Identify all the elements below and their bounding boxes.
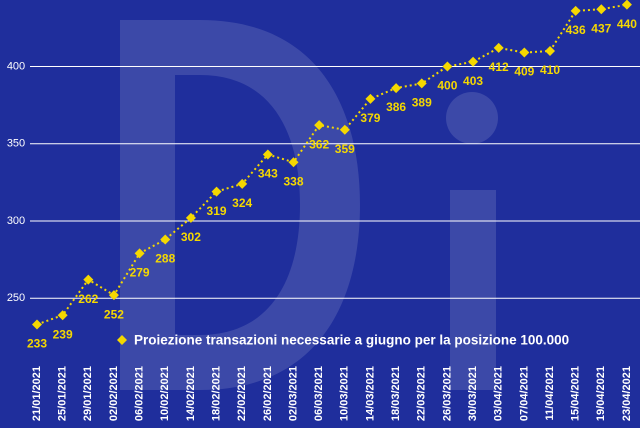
marker <box>314 120 325 131</box>
marker <box>185 212 196 223</box>
marker <box>262 149 273 160</box>
x-tick-label: 10/02/2021 <box>159 366 171 421</box>
x-tick-label: 19/04/2021 <box>595 366 607 421</box>
x-tick-label: 26/03/2021 <box>441 366 453 421</box>
marker <box>493 42 504 53</box>
marker <box>621 0 632 10</box>
x-tick-label: 02/02/2021 <box>108 366 120 421</box>
x-tick-label: 11/04/2021 <box>544 366 556 420</box>
y-tick-label: 250 <box>7 292 25 304</box>
marker <box>365 93 376 104</box>
data-label: 409 <box>514 65 534 79</box>
x-tick-label: 03/04/2021 <box>493 366 505 421</box>
marker <box>134 248 145 259</box>
x-tick-label: 15/04/2021 <box>570 366 582 421</box>
x-tick-label: 22/03/2021 <box>416 366 428 421</box>
y-tick-label: 350 <box>7 138 25 150</box>
marker <box>83 274 94 285</box>
x-tick-label: 23/04/2021 <box>621 366 633 421</box>
data-label: 389 <box>412 96 432 110</box>
x-tick-label: 07/04/2021 <box>518 366 530 421</box>
data-label: 302 <box>181 230 201 244</box>
x-tick-label: 25/01/2021 <box>57 366 69 421</box>
data-label: 324 <box>232 196 252 210</box>
marker <box>442 61 453 72</box>
data-label: 379 <box>360 111 380 125</box>
marker <box>211 186 222 197</box>
data-label: 279 <box>130 266 150 280</box>
data-label: 386 <box>386 100 406 114</box>
data-label: 403 <box>463 74 483 88</box>
x-tick-label: 29/01/2021 <box>82 366 94 421</box>
marker <box>570 5 581 16</box>
y-tick-label: 300 <box>7 215 25 227</box>
marker <box>160 234 171 245</box>
x-tick-label: 21/01/2021 <box>31 366 43 421</box>
marker <box>468 56 479 67</box>
marker <box>32 319 42 330</box>
x-tick-label: 02/03/2021 <box>287 366 299 421</box>
marker <box>237 178 248 189</box>
marker <box>416 78 427 89</box>
marker <box>288 157 299 168</box>
data-label: 262 <box>78 292 98 306</box>
x-tick-label: 30/03/2021 <box>467 366 479 421</box>
marker <box>596 4 607 15</box>
data-label: 436 <box>566 23 586 37</box>
data-label: 412 <box>489 60 509 74</box>
x-tick-label: 06/02/2021 <box>134 366 146 421</box>
marker <box>339 124 350 135</box>
watermark <box>120 20 498 390</box>
marker <box>519 47 530 58</box>
data-label: 288 <box>155 252 175 266</box>
x-tick-label: 26/02/2021 <box>262 366 274 421</box>
x-tick-label: 06/03/2021 <box>313 366 325 421</box>
data-label: 343 <box>258 167 278 181</box>
data-label: 359 <box>335 142 355 156</box>
data-label: 400 <box>437 79 457 93</box>
y-tick-label: 400 <box>7 60 25 72</box>
marker <box>545 45 555 56</box>
x-tick-label: 22/02/2021 <box>236 366 248 421</box>
data-label: 319 <box>207 204 227 218</box>
data-label: 437 <box>591 21 611 35</box>
data-label: 233 <box>27 337 47 351</box>
x-tick-label: 10/03/2021 <box>339 366 351 421</box>
x-tick-label: 14/03/2021 <box>364 366 376 421</box>
marker <box>57 310 68 321</box>
legend-label: Proiezione transazioni necessarie a giug… <box>134 333 569 348</box>
legend-marker <box>117 335 127 345</box>
data-label: 252 <box>104 307 124 321</box>
data-label: 440 <box>617 17 637 31</box>
data-label: 362 <box>309 137 329 151</box>
data-label: 338 <box>283 174 303 188</box>
marker <box>391 83 402 94</box>
line <box>36 3 628 326</box>
marker <box>108 290 119 301</box>
x-tick-label: 14/02/2021 <box>185 366 197 421</box>
data-label: 239 <box>53 327 73 341</box>
data-label: 410 <box>540 63 560 77</box>
x-tick-label: 18/02/2021 <box>210 366 222 421</box>
x-tick-label: 18/03/2021 <box>390 366 402 421</box>
